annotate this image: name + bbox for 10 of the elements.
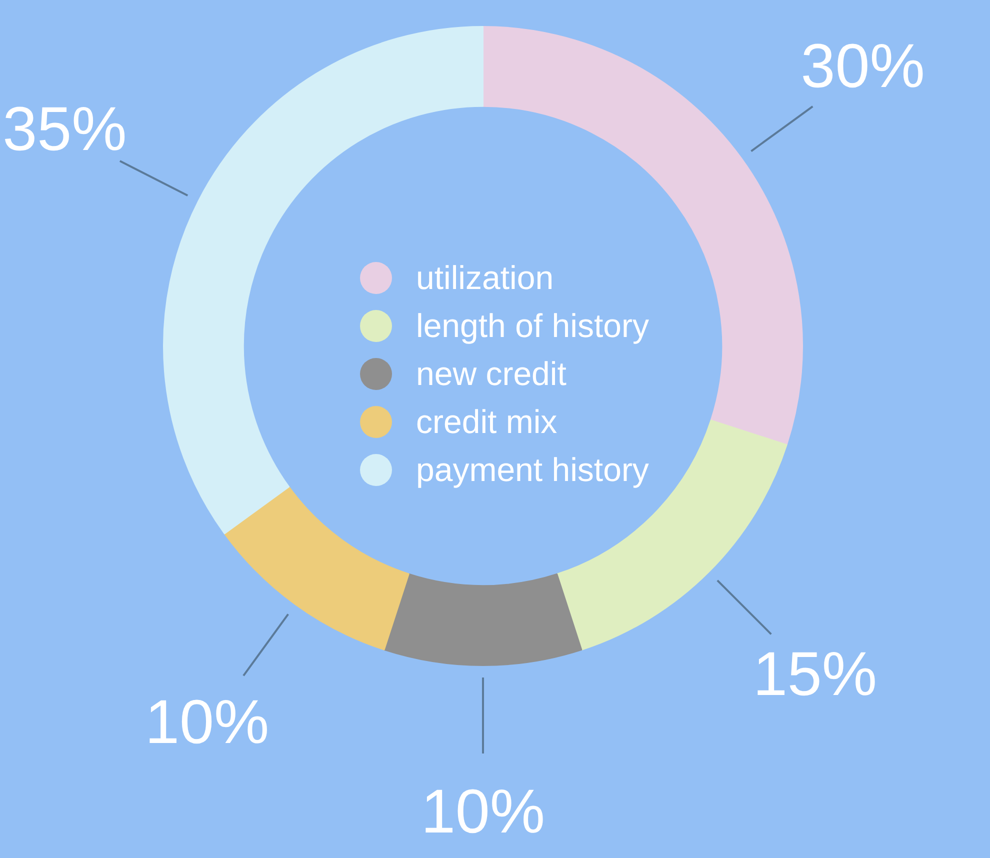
legend-label: payment history	[416, 450, 649, 490]
legend-label: length of history	[416, 306, 649, 346]
data-label: 15%	[752, 640, 878, 710]
data-label: 30%	[800, 32, 925, 102]
legend-label: utilization	[416, 258, 554, 298]
data-label: 35%	[2, 94, 127, 164]
legend-label: new credit	[416, 354, 566, 394]
legend-label: credit mix	[416, 402, 558, 442]
data-label: 10%	[420, 778, 546, 847]
data-label: 10%	[144, 688, 270, 757]
